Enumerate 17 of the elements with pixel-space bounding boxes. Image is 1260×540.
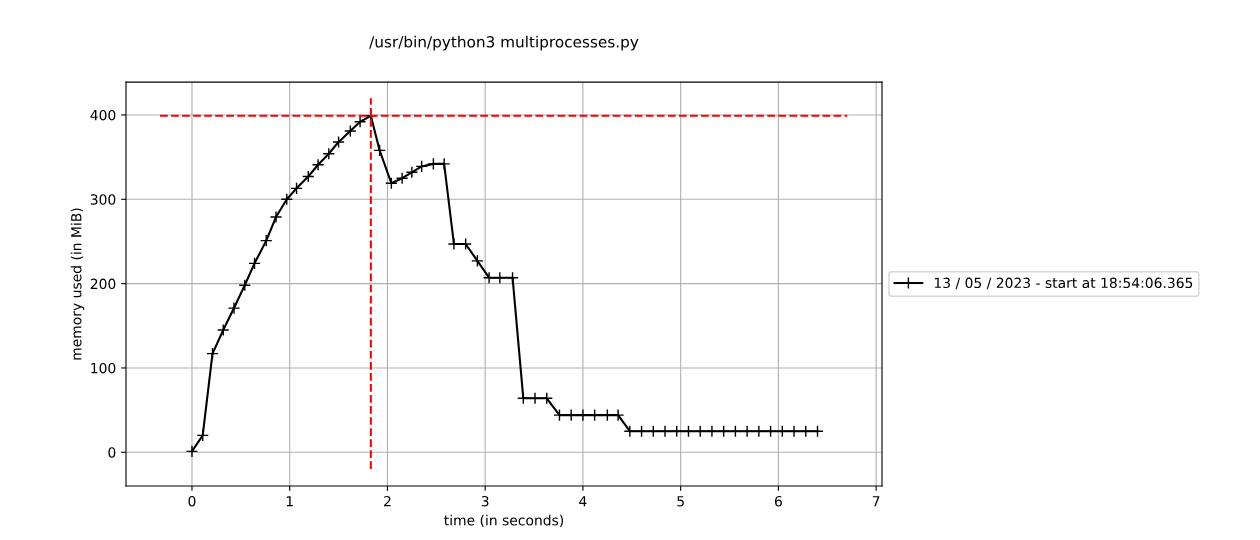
y-tick-label: 300: [90, 194, 116, 205]
y-tick-label: 0: [108, 447, 116, 458]
x-tick-label: 1: [286, 496, 293, 507]
x-tick-label: 0: [188, 495, 196, 507]
chart-title: /usr/bin/python3 multiprocesses.py: [369, 35, 639, 51]
x-tick-label: 6: [774, 495, 782, 507]
legend-label: 13 / 05 / 2023 - start at 18:54:06.365: [934, 277, 1193, 290]
x-tick-label: 3: [481, 495, 489, 507]
x-tick-label: 5: [677, 496, 684, 507]
y-axis-title: memory used (in MiB): [70, 208, 85, 360]
x-axis-title: time (in seconds): [444, 514, 564, 528]
y-tick-label: 400: [90, 109, 116, 121]
x-tick-label: 7: [872, 496, 880, 507]
x-tick-label: 4: [579, 496, 587, 507]
x-tick-label: 2: [384, 495, 391, 507]
y-tick-label: 100: [91, 362, 116, 374]
y-tick-label: 200: [90, 278, 116, 290]
